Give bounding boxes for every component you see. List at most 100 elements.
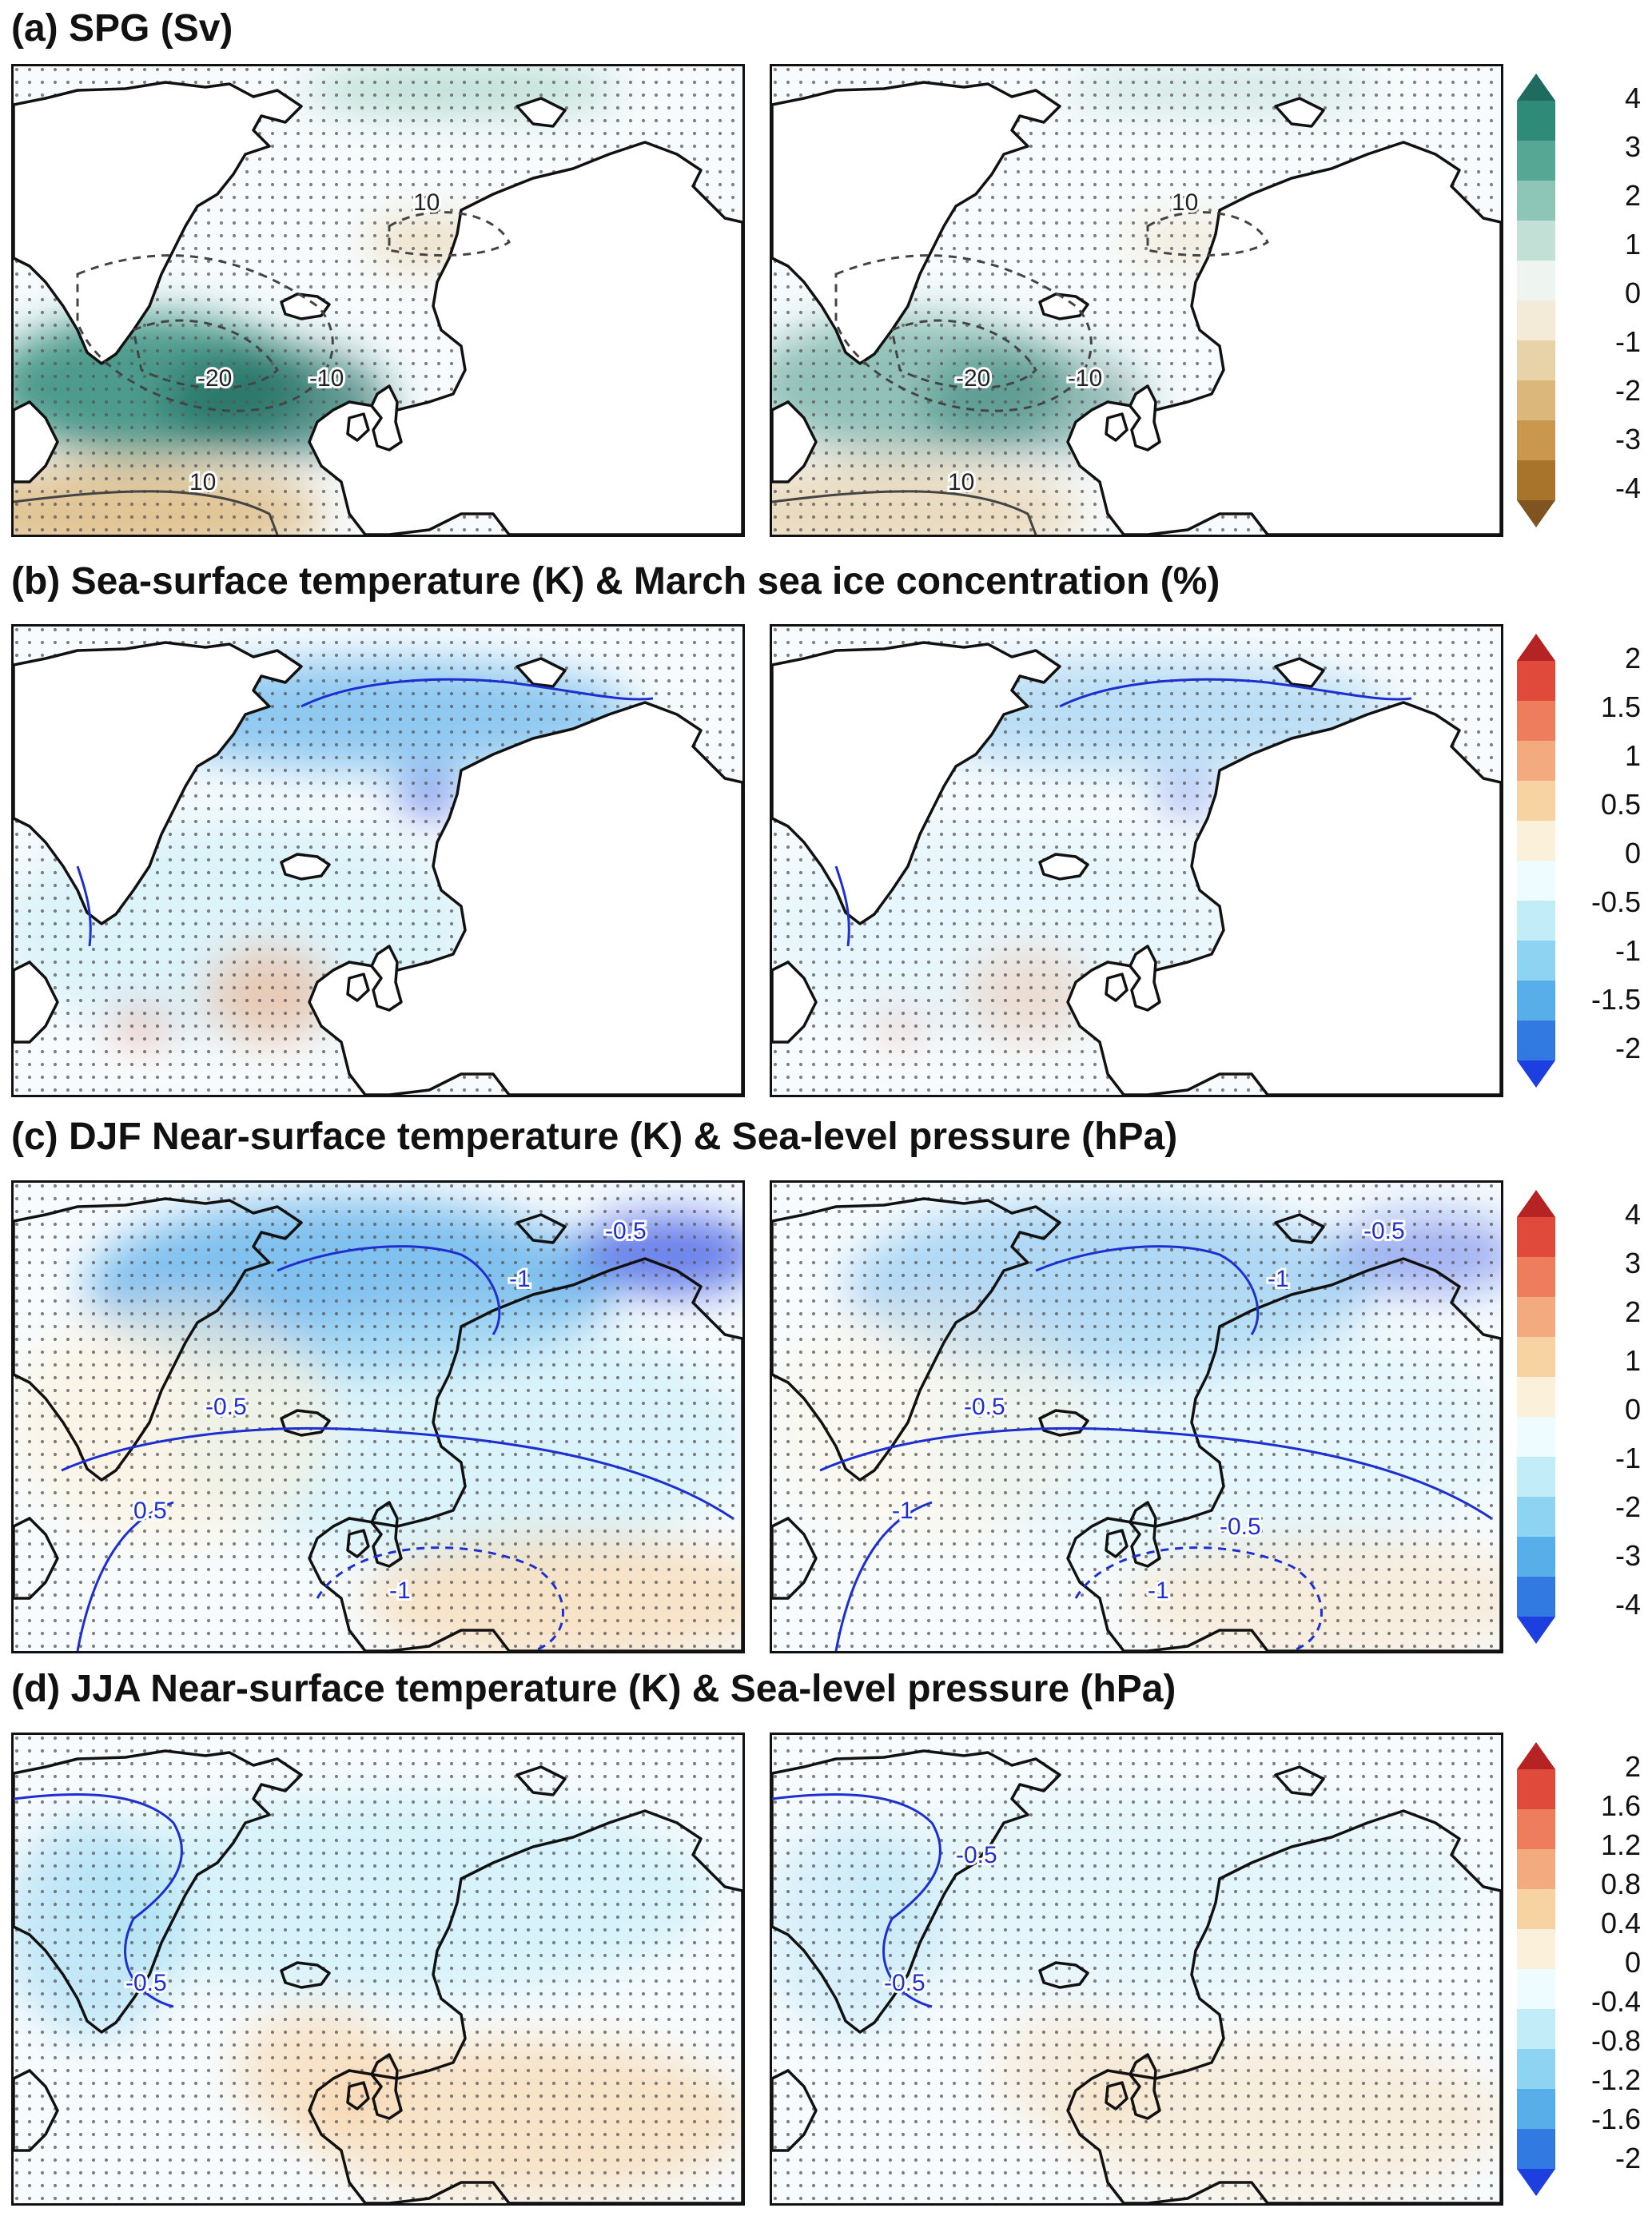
contour-label: -1: [509, 1266, 531, 1292]
contour-label: -1: [1148, 1577, 1169, 1604]
significance-stippling: [14, 1735, 742, 2203]
contour-label: -20: [956, 365, 990, 392]
map-panel-d-left: -0.5: [11, 1733, 745, 2206]
colorbar-a-tick: 3: [1624, 130, 1641, 163]
svalbard-coast: [516, 1213, 567, 1244]
colorbar-swatch: [1517, 701, 1555, 742]
colorbar-swatch: [1517, 141, 1555, 181]
colorbar-swatch: [1517, 1889, 1555, 1930]
contour-label: -0.5: [884, 1970, 926, 1996]
colorbar-swatch: [1517, 2089, 1555, 2130]
colorbar-extend-bottom: [1517, 1617, 1555, 1644]
europe-coast: [1066, 701, 1501, 1095]
contour-label: -1: [892, 1498, 914, 1524]
colorbar-swatch: [1517, 781, 1555, 822]
colorbar-swatch: [1517, 1217, 1555, 1258]
greenland-coast: [772, 1749, 1061, 2034]
contour-label: -10: [1068, 365, 1102, 392]
colorbar-swatch: [1517, 861, 1555, 901]
iceland-coast: [280, 1409, 331, 1437]
iceland-coast: [1038, 1961, 1089, 1989]
labrador-coast: [772, 2069, 818, 2152]
contour-line: [1059, 678, 1412, 708]
contour-label: 10: [1172, 189, 1198, 216]
colorbar-extend-bottom: [1517, 500, 1555, 527]
greenland-coast: [772, 1197, 1061, 1482]
contour-label: 10: [189, 469, 216, 495]
contour-line: [61, 1426, 734, 1520]
europe-coast: [308, 1809, 742, 2203]
colorbar-c-tick: 4: [1624, 1198, 1641, 1231]
colorbar-swatch: [1517, 1929, 1555, 1970]
colorbar-b-tick: -2: [1614, 1032, 1641, 1064]
map-panel-d-right: -0.5 -0.5: [770, 1733, 1503, 2206]
labrador-coast: [772, 961, 818, 1044]
greenland-coast: [772, 81, 1061, 365]
contour-label: -0.5: [205, 1394, 247, 1420]
contour-label: -0.5: [1220, 1514, 1261, 1540]
colorbar-a-tick: 1: [1624, 228, 1641, 261]
significance-stippling: [772, 1735, 1501, 2203]
labrador-coast: [14, 2069, 59, 2152]
contour-line: [834, 254, 1093, 412]
europe-coast: [308, 1257, 742, 1651]
contour-label: -0.5: [956, 1842, 997, 1868]
colorbar-swatch: [1517, 2129, 1555, 2170]
colorbar-swatch: [1517, 460, 1555, 501]
colorbar-a-tick: -3: [1614, 423, 1641, 456]
colorbar-b-tick: 1.5: [1600, 690, 1641, 723]
colorbar-extend-bottom: [1517, 1060, 1555, 1088]
britain-coast: [1129, 1501, 1161, 1568]
colorbar-swatch: [1517, 1337, 1555, 1378]
contour-line: [76, 1501, 174, 1651]
colorbar-a: [1517, 74, 1555, 527]
colorbar-c-tick: -1: [1614, 1442, 1641, 1474]
greenland-coast: [772, 641, 1061, 925]
section-title-a: (a) SPG (Sv): [11, 7, 233, 50]
colorbar-c-tick: -4: [1614, 1588, 1641, 1621]
colorbar-d-tick: 1.6: [1600, 1789, 1641, 1822]
colorbar-swatch: [1517, 261, 1555, 301]
significance-stippling: [772, 1183, 1501, 1651]
labrador-coast: [14, 1517, 59, 1600]
colorbar-c-tick: 0: [1624, 1393, 1641, 1426]
colorbar-swatch: [1517, 1809, 1555, 1850]
colorbar-d-tick: 0.4: [1600, 1907, 1641, 1940]
colorbar-a-tick: 4: [1624, 82, 1641, 114]
colorbar-b-tick: 0.5: [1600, 788, 1641, 821]
colorbar-c: [1517, 1190, 1555, 1644]
colorbar-a-tick: -1: [1614, 325, 1641, 358]
contour-line: [772, 1792, 941, 2008]
colorbar-swatch: [1517, 1969, 1555, 2010]
ireland-coast: [346, 973, 370, 1002]
colorbar-swatch: [1517, 1417, 1555, 1458]
iceland-coast: [280, 1961, 331, 1989]
colorbar-swatch: [1517, 1297, 1555, 1338]
greenland-coast: [14, 81, 303, 365]
contour-label: -1: [389, 1577, 411, 1604]
colorbar-extend-bottom: [1517, 2169, 1555, 2196]
contour-line: [14, 490, 279, 535]
contour-line: [1035, 1245, 1260, 1335]
colorbar-d: [1517, 1742, 1555, 2196]
map-panel-a-left: 10 -20 -10 10: [11, 64, 745, 537]
greenland-coast: [14, 1749, 303, 2034]
britain-coast: [370, 945, 403, 1012]
contour-line: [890, 319, 1037, 389]
colorbar-d-tick: -1.6: [1590, 2103, 1641, 2135]
colorbar-d-tick: -0.4: [1590, 1985, 1641, 2018]
svalbard-coast: [516, 97, 567, 128]
contour-line: [772, 490, 1037, 535]
colorbar-a-tick: 0: [1624, 277, 1641, 309]
contour-line: [76, 254, 334, 412]
svalbard-coast: [1274, 1213, 1325, 1244]
labrador-coast: [772, 400, 818, 483]
colorbar-b: [1517, 634, 1555, 1088]
colorbar-swatch: [1517, 340, 1555, 381]
ireland-coast: [1105, 412, 1129, 442]
colorbar-c-tick: -2: [1614, 1490, 1641, 1523]
greenland-coast: [14, 641, 303, 925]
colorbar-extend-top: [1517, 1742, 1555, 1769]
contour-label: -20: [197, 365, 232, 392]
colorbar-extend-top: [1517, 634, 1555, 661]
